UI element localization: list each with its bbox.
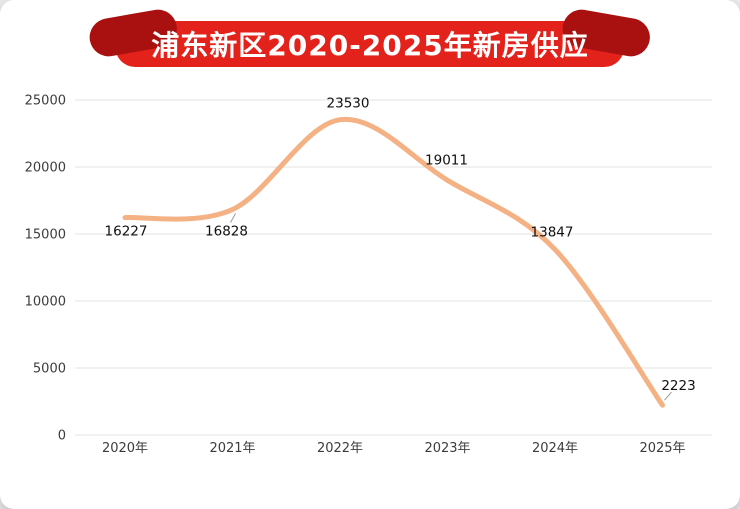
svg-text:13847: 13847 (531, 224, 574, 240)
svg-text:5000: 5000 (33, 362, 66, 377)
svg-text:16227: 16227 (105, 224, 148, 240)
label-leader-line (230, 213, 236, 223)
svg-text:15000: 15000 (25, 228, 66, 243)
svg-text:2023年: 2023年 (424, 441, 470, 456)
svg-text:10000: 10000 (25, 295, 66, 310)
svg-text:20000: 20000 (25, 161, 66, 176)
svg-text:19011: 19011 (425, 152, 468, 168)
chart-title: 浦东新区2020-2025年新房供应 (151, 29, 589, 62)
data-labels: 16227 16828 23530 19011 13847 2223 (105, 96, 696, 401)
x-axis-labels: 2020年 2021年 2022年 2023年 2024年 2025年 (102, 441, 686, 456)
title-banner: 浦东新区2020-2025年新房供应 (115, 21, 625, 67)
svg-text:0: 0 (58, 429, 66, 444)
svg-text:2020年: 2020年 (102, 441, 148, 456)
svg-text:2024年: 2024年 (532, 441, 578, 456)
svg-text:23530: 23530 (327, 96, 370, 112)
label-leader-line (664, 391, 672, 401)
svg-text:2022年: 2022年 (317, 441, 363, 456)
svg-text:2223: 2223 (661, 378, 695, 394)
series-line (122, 116, 665, 408)
svg-text:16828: 16828 (205, 224, 248, 240)
svg-text:2021年: 2021年 (209, 441, 255, 456)
gridlines (75, 99, 712, 436)
svg-text:2025年: 2025年 (639, 441, 685, 456)
svg-text:25000: 25000 (25, 94, 66, 109)
y-axis-labels: 0 5000 10000 15000 20000 25000 (25, 94, 66, 444)
